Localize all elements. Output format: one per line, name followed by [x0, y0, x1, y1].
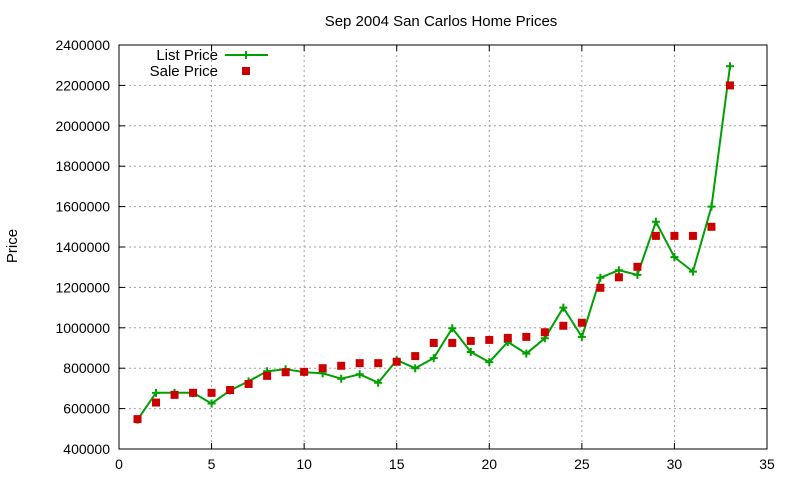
sale-price-point [448, 338, 457, 347]
list-price-point [466, 348, 475, 357]
axis-ticks: 0 5 10 15 20 25 30 35 400000 600000 800000 1000000 1… [55, 37, 775, 472]
sale-price-point [374, 359, 383, 368]
series-line-list-price [136, 66, 731, 421]
sale-price-point [411, 352, 420, 361]
list-price-point [651, 217, 660, 226]
y-tick-label: 1800000 [55, 158, 110, 174]
list-price-point [207, 399, 216, 408]
sale-price-point [263, 371, 272, 380]
sale-price-point [577, 318, 586, 327]
list-price-point [411, 364, 420, 373]
sale-price-point [281, 368, 290, 377]
sale-price-point [540, 328, 549, 337]
x-tick-label: 20 [481, 456, 497, 472]
list-price-point [633, 270, 642, 279]
legend-marker-list-price [242, 51, 250, 59]
sale-price-point [207, 388, 216, 397]
y-tick-label: 600000 [63, 401, 110, 417]
y-tick-label: 2200000 [55, 77, 110, 93]
sale-price-point [651, 231, 660, 240]
sale-price-point [355, 359, 364, 368]
sale-price-point [614, 273, 623, 282]
y-tick-label: 1400000 [55, 239, 110, 255]
sale-price-point [300, 367, 309, 376]
x-tick-label: 15 [389, 456, 405, 472]
x-tick-label: 0 [115, 456, 123, 472]
list-price-point [707, 202, 716, 211]
sale-price-point [189, 388, 198, 397]
sale-price-point [392, 357, 401, 366]
y-tick-label: 1600000 [55, 199, 110, 215]
sale-price-point [152, 398, 161, 407]
list-price-point [522, 349, 531, 358]
x-tick-label: 25 [574, 456, 590, 472]
sale-price-point [244, 379, 253, 388]
y-tick-label: 2400000 [55, 37, 110, 53]
sale-price-point [485, 335, 494, 344]
list-price-point [355, 370, 364, 379]
list-price-point [688, 267, 697, 276]
list-price-point [577, 332, 586, 341]
legend-label-list-price: List Price [156, 47, 218, 64]
sale-price-point [337, 361, 346, 370]
sale-price-point [429, 338, 438, 347]
list-price-point [596, 273, 605, 282]
sale-price-point [133, 415, 142, 424]
legend-label-sale-price: Sale Price [150, 63, 218, 80]
sale-price-point [226, 386, 235, 395]
sale-price-point [318, 364, 327, 373]
list-price-point [559, 303, 568, 312]
y-tick-label: 2000000 [55, 118, 110, 134]
sale-price-point [503, 333, 512, 342]
sale-price-point [522, 332, 531, 341]
list-price-point [152, 388, 161, 397]
list-price-point [485, 358, 494, 367]
sale-price-point [688, 231, 697, 240]
list-price-point [429, 354, 438, 363]
sale-price-point [596, 283, 605, 292]
sale-price-point [725, 81, 734, 90]
sale-price-point [466, 336, 475, 345]
series [133, 62, 734, 424]
y-tick-label: 1200000 [55, 279, 110, 295]
chart-title: Sep 2004 San Carlos Home Prices [325, 13, 558, 30]
list-price-point [374, 378, 383, 387]
x-tick-label: 30 [667, 456, 683, 472]
sale-price-point [707, 222, 716, 231]
sale-price-point [633, 262, 642, 271]
sale-price-point [559, 321, 568, 330]
list-price-point [614, 266, 623, 275]
y-tick-label: 1000000 [55, 320, 110, 336]
y-tick-label: 800000 [63, 360, 110, 376]
list-price-point [670, 253, 679, 262]
x-tick-label: 5 [208, 456, 216, 472]
list-price-point [337, 374, 346, 383]
x-tick-label: 35 [759, 456, 775, 472]
x-tick-label: 10 [296, 456, 312, 472]
y-tick-label: 400000 [63, 441, 110, 457]
grid [119, 45, 767, 449]
sale-price-point [170, 390, 179, 399]
list-price-point [725, 62, 734, 71]
list-price-point [448, 324, 457, 333]
legend-marker-sale-price [242, 67, 250, 75]
y-axis-label: Price [4, 229, 21, 263]
sale-price-point [670, 231, 679, 240]
legend: List Price Sale Price [150, 47, 268, 80]
